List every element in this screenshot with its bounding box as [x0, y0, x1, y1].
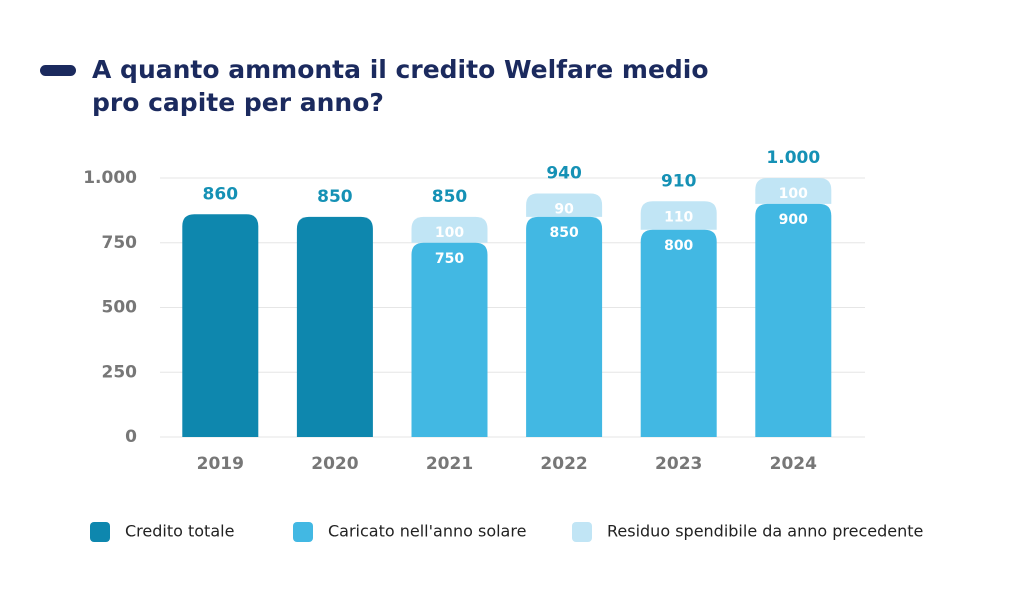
total-label: 850 — [317, 187, 353, 207]
bar-segment — [640, 229, 717, 437]
x-tick-label: 2019 — [197, 454, 244, 474]
x-tick-label: 2022 — [540, 454, 587, 474]
value-label: 900 — [779, 212, 808, 228]
legend-label: Residuo spendibile da anno precedente — [607, 522, 923, 541]
total-label: 850 — [432, 187, 468, 207]
x-tick-label: 2021 — [426, 454, 473, 474]
x-tick-label: 2023 — [655, 454, 702, 474]
y-tick-label: 0 — [125, 427, 137, 447]
total-label: 940 — [546, 164, 582, 184]
chart-title: A quanto ammonta il credito Welfare medi… — [92, 55, 709, 84]
x-tick-label: 2024 — [770, 454, 817, 474]
bar-segment — [640, 201, 717, 230]
total-label: 1.000 — [766, 148, 820, 168]
value-label: 90 — [554, 202, 574, 218]
bar-segment — [526, 216, 603, 437]
total-label: 860 — [203, 184, 239, 204]
legend-swatch — [572, 522, 592, 542]
bar-segment — [411, 242, 488, 437]
value-label: 100 — [435, 225, 464, 241]
value-label: 800 — [664, 238, 693, 254]
bar-segment — [755, 203, 832, 437]
y-tick-label: 250 — [102, 362, 138, 382]
y-tick-label: 750 — [102, 233, 138, 253]
legend-label: Caricato nell'anno solare — [328, 522, 526, 541]
value-label: 750 — [435, 251, 464, 267]
legend-swatch — [293, 522, 313, 542]
bar-segment — [296, 216, 373, 437]
bar-segment — [526, 193, 603, 217]
x-tick-label: 2020 — [311, 454, 358, 474]
value-label: 850 — [549, 225, 578, 241]
bar-segment — [755, 178, 832, 204]
legend-swatch — [90, 522, 110, 542]
value-label: 100 — [779, 186, 808, 202]
bar-segment — [411, 216, 488, 243]
y-tick-label: 500 — [102, 298, 138, 318]
legend-label: Credito totale — [125, 522, 234, 541]
value-label: 110 — [664, 209, 693, 225]
chart-title: pro capite per anno? — [92, 88, 384, 117]
title-icon — [40, 65, 76, 76]
bar-segment — [182, 214, 259, 437]
total-label: 910 — [661, 171, 697, 191]
y-tick-label: 1.000 — [83, 168, 137, 188]
